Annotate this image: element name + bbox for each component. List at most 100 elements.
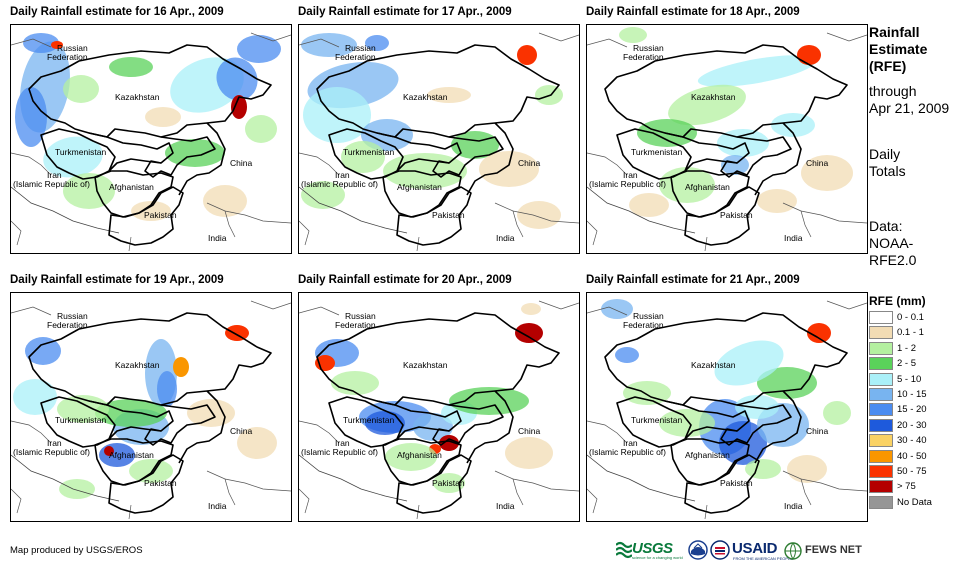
- legend-swatch: [869, 357, 893, 371]
- rainfall-patch: [615, 347, 639, 363]
- legend-label: > 75: [897, 481, 916, 493]
- legend-swatch: [869, 341, 893, 355]
- rainfall-patch: [757, 367, 817, 399]
- legend-title: RFE (mm): [869, 294, 926, 308]
- rainfall-map: [11, 32, 291, 252]
- rainfall-patch: [697, 55, 817, 87]
- rainfall-patch: [187, 399, 235, 427]
- label-iran: (Islamic Republic of): [589, 447, 666, 457]
- legend-item: 0 - 0.1: [869, 310, 964, 325]
- legend-swatch: [869, 326, 893, 340]
- minor-border: [299, 220, 310, 246]
- rainfall-patch: [517, 45, 537, 65]
- legend-item: 10 - 15: [869, 387, 964, 402]
- map-frame: Russian Federation Kazakhstan Turkmenistan C…: [586, 24, 868, 254]
- minor-border: [299, 420, 340, 444]
- rainfall-map-panel: Daily Rainfall estimate for 19 Apr., 200…: [10, 274, 292, 522]
- rainfall-patch: [131, 201, 171, 221]
- minor-border: [11, 306, 52, 316]
- label-iran: Iran: [335, 170, 350, 180]
- label-russia: Federation: [335, 52, 376, 62]
- country-border: [28, 44, 272, 138]
- label-afghanistan: Afghanistan: [685, 182, 730, 192]
- label-china: China: [806, 158, 829, 168]
- country-border: [382, 170, 462, 218]
- label-iran: (Islamic Republic of): [301, 179, 378, 189]
- rainfall-patch: [203, 185, 247, 217]
- country-border: [396, 454, 472, 514]
- minor-border: [11, 220, 22, 246]
- legend-item: 0.1 - 1: [869, 325, 964, 340]
- usaid-tagline: FROM THE AMERICAN PEOPLE: [733, 556, 793, 561]
- minor-border: [224, 478, 236, 506]
- legend-item: 15 - 20: [869, 402, 964, 417]
- country-border: [604, 44, 848, 138]
- rainfall-patch: [521, 303, 541, 315]
- rainfall-map: [299, 32, 579, 252]
- label-iran: (Islamic Republic of): [589, 179, 666, 189]
- minor-border: [494, 470, 579, 492]
- rainfall-patch: [668, 84, 746, 126]
- rfe-title-line3: (RFE): [869, 58, 907, 74]
- rainfall-patch: [13, 379, 57, 415]
- label-russia: Federation: [623, 320, 664, 330]
- minor-border: [299, 488, 310, 514]
- label-kazakhstan: Kazakhstan: [691, 92, 736, 102]
- label-kazakhstan: Kazakhstan: [403, 360, 448, 370]
- label-russia: Russian: [57, 311, 88, 321]
- rainfall-patch: [505, 437, 553, 469]
- rainfall-patch: [165, 139, 225, 167]
- country-border: [376, 400, 462, 440]
- legend-label: 40 - 50: [897, 450, 927, 462]
- rfe-title-line2: Estimate: [869, 41, 928, 57]
- coastline: [587, 454, 696, 502]
- label-turkmenistan: Turkmenistan: [343, 147, 395, 157]
- label-kazakhstan: Kazakhstan: [115, 92, 160, 102]
- legend-label: 50 - 75: [897, 465, 927, 477]
- usgs-wordmark: USGS: [632, 540, 673, 557]
- rainfall-patch: [301, 181, 345, 209]
- minor-border: [587, 420, 628, 444]
- country-border: [94, 438, 174, 486]
- usgs-wave-icon: [616, 541, 632, 559]
- country-border: [720, 136, 792, 178]
- legend-item: > 75: [869, 479, 964, 494]
- country-border: [316, 312, 560, 406]
- rainfall-patch: [59, 479, 95, 499]
- country-border: [396, 186, 472, 246]
- label-kazakhstan: Kazakhstan: [403, 92, 448, 102]
- label-iran: (Islamic Republic of): [301, 447, 378, 457]
- label-india: India: [496, 501, 515, 511]
- label-china: China: [806, 426, 829, 436]
- minor-border: [587, 306, 628, 316]
- label-iran: Iran: [623, 170, 638, 180]
- coastline: [299, 454, 408, 502]
- country-border: [754, 122, 802, 196]
- label-pakistan: Pakistan: [432, 210, 465, 220]
- minor-border: [299, 152, 340, 176]
- rainfall-patches: [13, 325, 277, 499]
- legend-swatch: [869, 480, 893, 494]
- legend-label: 0.1 - 1: [897, 327, 924, 339]
- label-turkmenistan: Turkmenistan: [343, 415, 395, 425]
- country-border: [664, 400, 750, 440]
- minor-border: [512, 210, 524, 238]
- map-frame: Russian Federation Kazakhstan Turkmenistan C…: [10, 292, 292, 522]
- label-china: China: [230, 158, 253, 168]
- rainfall-patch: [721, 155, 749, 175]
- data-source-line2: RFE2.0: [869, 252, 917, 268]
- minor-border: [250, 300, 291, 310]
- minor-border: [587, 220, 598, 246]
- minor-border: [826, 300, 867, 310]
- rainfall-patch: [601, 299, 633, 319]
- label-russia: Federation: [623, 52, 664, 62]
- rainfall-patch: [427, 87, 471, 103]
- minor-border: [11, 488, 22, 514]
- rainfall-patches: [601, 299, 851, 483]
- label-india: India: [208, 233, 227, 243]
- panel-title: Daily Rainfall estimate for 16 Apr., 200…: [10, 6, 224, 18]
- rainfall-patch: [797, 45, 821, 65]
- label-china: China: [518, 426, 541, 436]
- minor-border: [299, 38, 340, 48]
- rainfall-patch: [745, 459, 781, 479]
